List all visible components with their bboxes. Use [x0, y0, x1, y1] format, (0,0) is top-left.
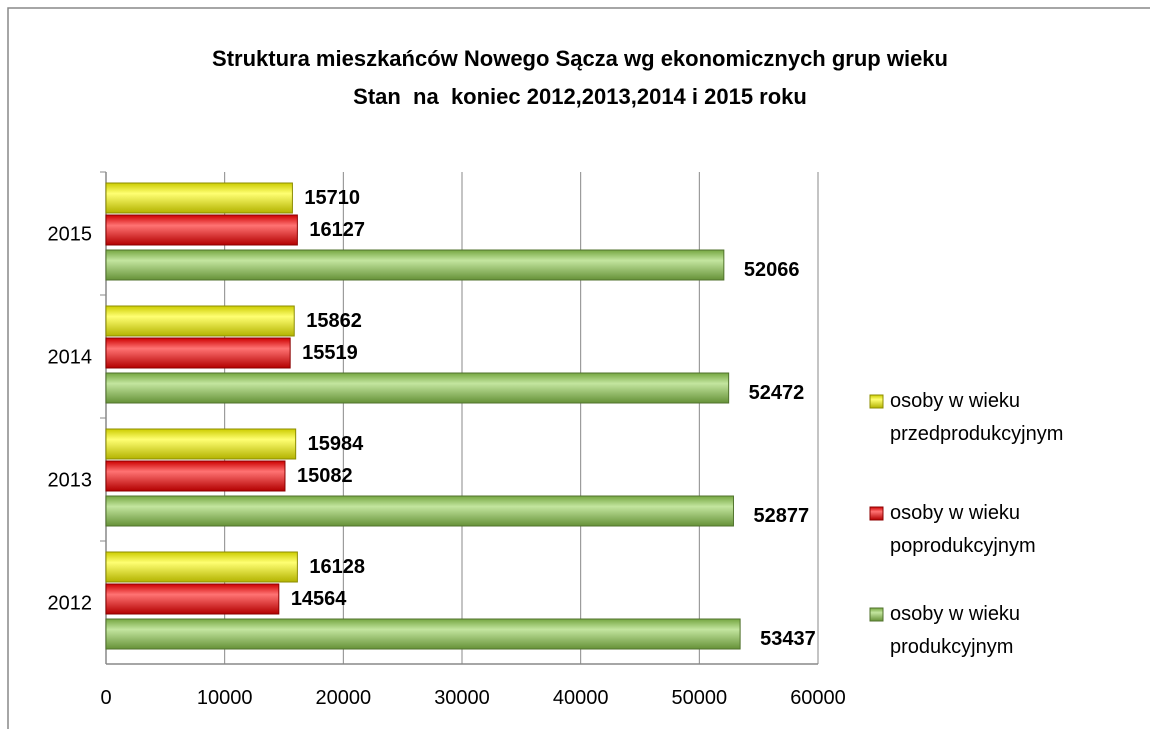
data-label: 53437	[760, 628, 816, 650]
chart-title: Struktura mieszkańców Nowego Sącza wg ek…	[212, 46, 948, 71]
y-tick-label: 2013	[48, 470, 93, 492]
data-label: 15082	[297, 465, 353, 487]
bar	[105, 305, 295, 337]
data-label: 52066	[744, 259, 800, 281]
x-tick-label: 40000	[553, 687, 609, 709]
data-label: 52472	[749, 382, 805, 404]
bar	[105, 372, 730, 404]
legend-swatch	[869, 394, 884, 409]
bar	[105, 337, 291, 369]
bar	[105, 618, 741, 650]
bar	[105, 495, 734, 527]
legend-swatch	[869, 607, 884, 622]
x-tick-label: 20000	[316, 687, 372, 709]
bar	[105, 214, 298, 246]
data-label: 15519	[302, 342, 358, 364]
data-label: 15862	[306, 310, 362, 332]
bar	[105, 428, 297, 460]
chart-frame	[7, 7, 1150, 729]
y-tick-label: 2012	[48, 593, 93, 615]
bar	[105, 249, 725, 281]
x-tick-label: 0	[100, 687, 111, 709]
legend-label: osoby w wieku produkcyjnym	[890, 603, 1021, 658]
x-tick-label: 60000	[790, 687, 846, 709]
data-label: 15984	[308, 433, 364, 455]
legend-label: osoby w wieku poprodukcyjnym	[890, 502, 1036, 557]
data-label: 16128	[309, 556, 365, 578]
data-label: 52877	[753, 505, 809, 527]
data-label: 16127	[309, 219, 365, 241]
bar	[105, 583, 280, 615]
data-label: 14564	[291, 588, 347, 610]
bar	[105, 551, 298, 583]
bar	[105, 460, 286, 492]
x-tick-label: 50000	[672, 687, 728, 709]
bar	[105, 182, 293, 214]
data-label: 15710	[304, 187, 360, 209]
legend-swatch	[869, 506, 884, 521]
y-tick-label: 2015	[48, 224, 93, 246]
x-tick-label: 30000	[434, 687, 490, 709]
y-tick-label: 2014	[48, 347, 93, 369]
legend-label: osoby w wieku przedprodukcyjnym	[890, 390, 1064, 445]
chart-subtitle: Stan na koniec 2012,2013,2014 i 2015 rok…	[353, 84, 807, 109]
x-tick-label: 10000	[197, 687, 253, 709]
